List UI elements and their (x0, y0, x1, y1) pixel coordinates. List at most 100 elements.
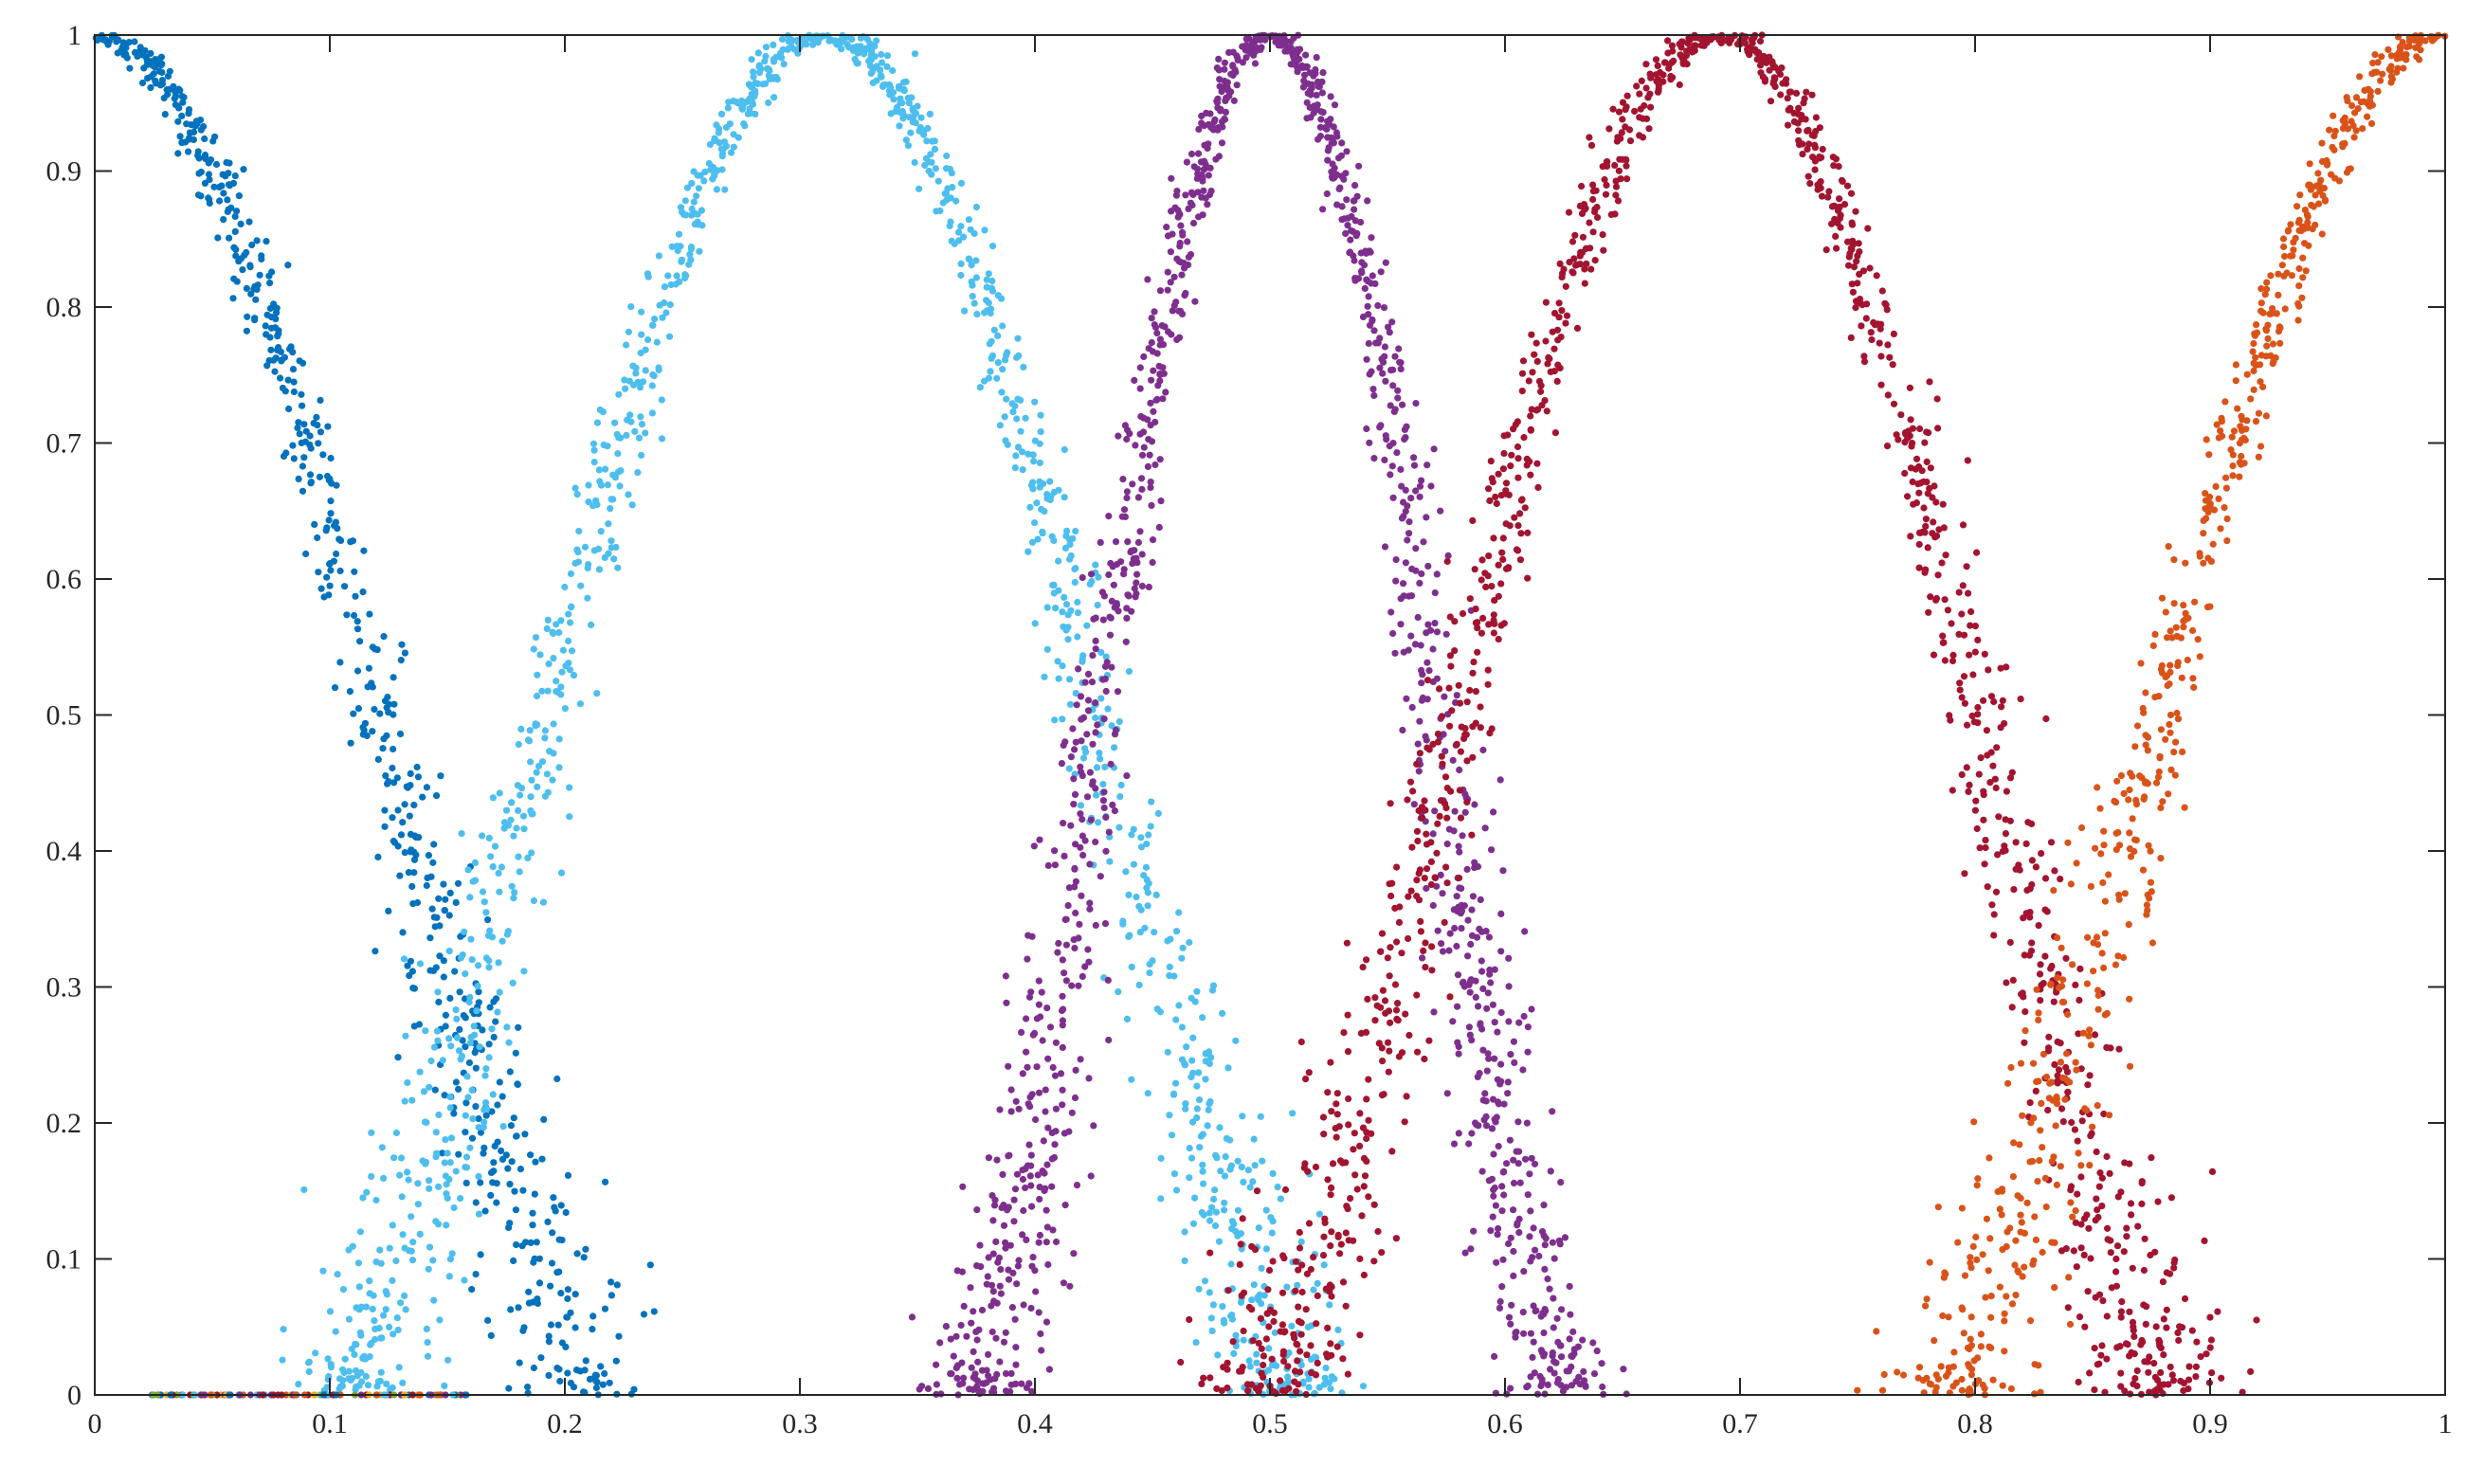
data-point (1232, 1037, 1240, 1044)
data-point (1469, 893, 1477, 900)
data-point (571, 484, 579, 492)
data-point (1079, 658, 1086, 665)
data-point (1143, 884, 1151, 892)
data-point (1321, 1215, 1329, 1222)
data-point (1478, 1025, 1486, 1033)
data-point (376, 1246, 384, 1254)
data-point (2142, 1320, 2149, 1328)
data-point (1061, 969, 1068, 977)
data-point (1026, 1172, 1034, 1180)
data-point (396, 872, 404, 879)
data-point (755, 69, 764, 77)
data-point (1934, 425, 1942, 432)
data-point (1043, 1223, 1051, 1231)
data-point (445, 948, 453, 955)
data-point (2006, 774, 2015, 782)
data-point (513, 1240, 520, 1249)
data-point (1500, 1167, 1508, 1175)
data-point (1829, 154, 1837, 161)
data-point (898, 107, 907, 116)
data-point (970, 299, 978, 307)
data-point (2263, 279, 2271, 286)
data-point (1526, 1233, 1533, 1240)
data-point (1350, 197, 1357, 205)
data-point (1353, 192, 1361, 200)
data-point (1601, 175, 1608, 184)
data-point (1482, 583, 1490, 591)
data-point (1566, 1282, 1573, 1291)
data-point (1178, 954, 1186, 962)
data-point (1044, 1124, 1052, 1131)
data-point (1931, 1337, 1938, 1345)
data-point (1079, 816, 1086, 823)
data-point (1144, 1090, 1151, 1097)
data-point (1398, 950, 1405, 957)
data-point (161, 111, 169, 118)
data-point (314, 534, 321, 542)
data-point (1000, 1338, 1008, 1346)
data-point (1502, 487, 1510, 495)
data-point (1308, 84, 1315, 92)
data-point (1305, 1069, 1313, 1077)
data-point (1216, 82, 1224, 90)
data-point (1156, 335, 1164, 343)
data-point (994, 332, 1002, 339)
data-point (466, 894, 474, 901)
data-point (1253, 1187, 1261, 1195)
data-point (407, 769, 414, 778)
data-point (1507, 1320, 1514, 1328)
data-point (713, 186, 721, 193)
data-point (1057, 1070, 1065, 1077)
data-point (2053, 1077, 2061, 1085)
data-point (1154, 382, 1162, 389)
data-point (1347, 236, 1354, 244)
data-point (973, 1206, 981, 1214)
data-point (1107, 760, 1115, 769)
data-point (488, 1108, 496, 1115)
data-point (1264, 1286, 1272, 1294)
data-point (1614, 197, 1623, 205)
data-point (1573, 324, 1582, 332)
data-point (981, 377, 988, 385)
data-point (947, 194, 954, 202)
data-point (557, 683, 565, 691)
data-point (1393, 938, 1401, 946)
data-point (1378, 1044, 1386, 1052)
data-point (2138, 1179, 2146, 1187)
data-point (2121, 1387, 2129, 1395)
data-point (761, 58, 769, 65)
data-point (185, 148, 192, 155)
data-point (1416, 493, 1423, 500)
data-point (479, 832, 486, 840)
data-point (584, 564, 591, 572)
data-point (290, 455, 298, 462)
data-point (1982, 843, 1989, 852)
data-point (1077, 810, 1084, 818)
data-point (1493, 1258, 1500, 1266)
data-point (1125, 667, 1133, 676)
data-point (429, 1257, 437, 1264)
data-point (959, 1183, 967, 1190)
data-point (1387, 892, 1395, 900)
data-point (1146, 969, 1153, 977)
data-point (2009, 1173, 2017, 1181)
data-point (1360, 1154, 1369, 1162)
data-point (1365, 1116, 1372, 1124)
data-point (1293, 1340, 1300, 1348)
data-point (1958, 1204, 1966, 1212)
data-point (1100, 788, 1108, 796)
data-point (2154, 1198, 2162, 1205)
data-point (2129, 1264, 2136, 1272)
data-point (725, 99, 733, 106)
data-point (1365, 339, 1372, 348)
data-point (2160, 1315, 2167, 1323)
data-point (1343, 939, 1351, 947)
data-point (1351, 206, 1358, 213)
data-point (414, 1201, 422, 1208)
data-point (345, 1315, 353, 1323)
data-point (1546, 1285, 1553, 1293)
data-point (503, 1023, 511, 1031)
data-point (289, 366, 298, 373)
data-point (1172, 1016, 1180, 1023)
data-point (1134, 538, 1142, 547)
